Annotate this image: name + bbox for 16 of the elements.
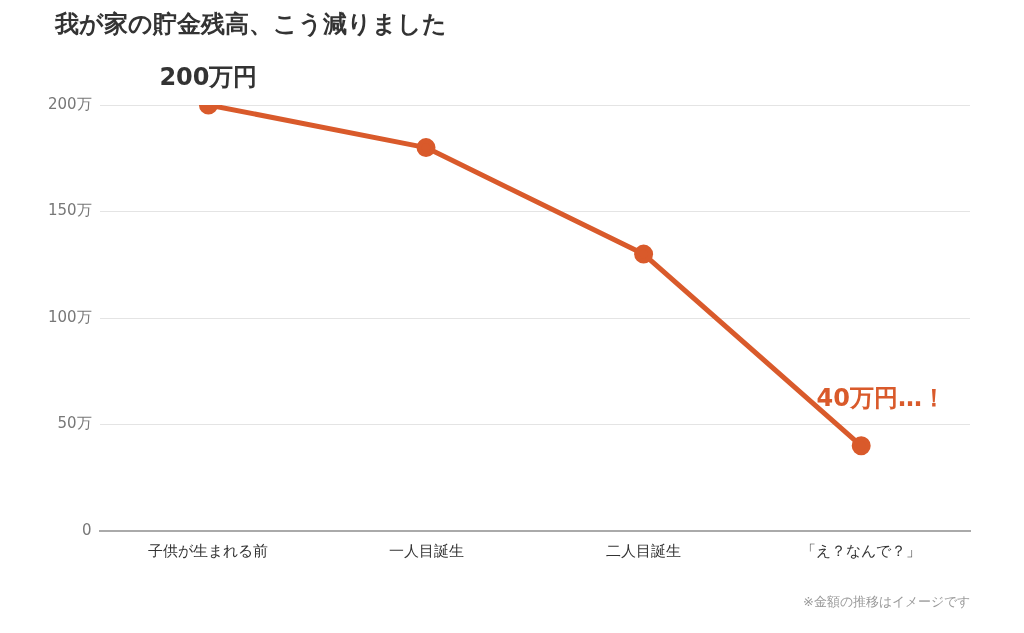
point (634, 244, 654, 264)
x-tick-label: 子供が生まれる前 (148, 541, 269, 560)
annotation: 40万円…！ (816, 384, 946, 413)
y-tick-label: 0 (82, 520, 92, 539)
y-tick-label: 150万 (47, 201, 92, 220)
x-tick-label: 二人目誕生 (606, 541, 682, 560)
chart-title: 我が家の貯金残高、こう減りました (55, 9, 447, 40)
y-tick-label: 100万 (47, 307, 92, 326)
text: ※金額の推移はイメージです (803, 594, 970, 610)
annotation: 200万円 (159, 63, 258, 92)
x-tick-label: 「え？なんで？」 (801, 541, 922, 560)
point (851, 436, 871, 456)
point (416, 138, 436, 158)
y-tick-label: 50万 (57, 414, 92, 433)
x-tick-label: 一人目誕生 (388, 541, 464, 560)
y-tick-label: 200万 (47, 94, 92, 113)
